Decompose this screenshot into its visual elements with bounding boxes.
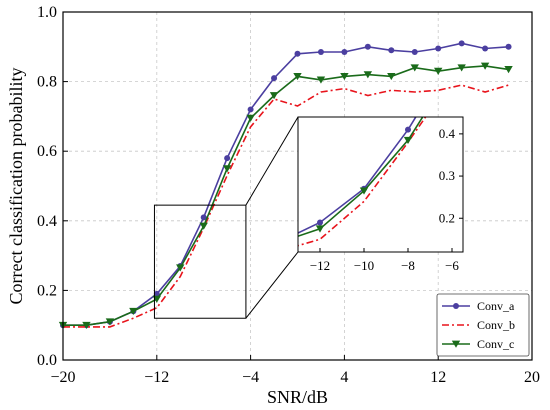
inset-y-tick-label: 0.4 [439, 126, 456, 141]
y-tick-label: 0.4 [37, 213, 57, 230]
main-plot-area: −20 −12 −4 4 12 20 0.0 0.2 0.4 0.6 0.8 1.0 [37, 4, 540, 386]
conv-c-point [199, 222, 208, 230]
conv-c-point [410, 64, 419, 72]
conv-c-point [480, 62, 490, 70]
series-conv-b [63, 84, 509, 328]
conv-c-point [176, 264, 185, 272]
legend-label-conv-c: Conv_c [477, 337, 514, 351]
inset-x-tick-label: −12 [310, 258, 330, 273]
conv-c-point [82, 321, 91, 329]
x-tick-label: 4 [340, 369, 348, 386]
x-axis-title: SNR/dB [267, 387, 328, 407]
conv-c-point [246, 114, 255, 122]
conv-a-point [224, 155, 231, 162]
x-tick-label: −12 [144, 369, 169, 386]
y-tick-label: 0.0 [37, 352, 57, 369]
legend-conv-a-point [453, 303, 459, 309]
inset-frame [297, 116, 464, 253]
conv-c-point [434, 67, 443, 75]
y-tick-label: 1.0 [37, 4, 57, 21]
x-tick-label: 12 [430, 369, 446, 386]
inset-series-conv-c [298, 117, 424, 238]
y-tick-label: 0.2 [37, 282, 57, 299]
inset-conv-a-point [317, 219, 323, 226]
inset-y-tick-label: 0.2 [439, 210, 455, 225]
zoom-connector [245, 116, 299, 206]
conv-a-point [388, 47, 395, 54]
inset-conv-c-point [315, 225, 325, 233]
conv-a-point [153, 290, 160, 297]
inset-plot-area: −12 −10 −8 −6 0.2 0.3 0.4 [297, 55, 464, 273]
inset-conv-c-point [359, 187, 369, 195]
conv-c-point [293, 73, 302, 81]
conv-a-point [341, 49, 348, 56]
y-tick-label: 0.8 [37, 74, 57, 91]
series-line-conv-b [63, 84, 509, 328]
conv-c-point [504, 66, 513, 74]
conv-a-point [247, 106, 254, 113]
x-tick-label: −20 [50, 369, 75, 386]
conv-c-point [152, 295, 161, 303]
conv-a-point [482, 45, 489, 52]
zoom-connector [245, 251, 299, 319]
legend-box [436, 293, 530, 357]
x-tick-label: −4 [242, 369, 259, 386]
conv-c-point [129, 307, 138, 316]
conv-a-point [271, 75, 278, 82]
inset-x-tick-label: −8 [401, 258, 415, 273]
inset-conv-a-point [449, 55, 455, 61]
legend-label-conv-b: Conv_b [477, 318, 515, 332]
conv-c-point [387, 73, 396, 81]
inset-conv-a-point [405, 126, 411, 133]
inset-y-tick-label: 0.3 [439, 168, 455, 183]
conv-c-point [105, 318, 115, 326]
legend-item-conv-a: Conv_a [442, 299, 515, 313]
inset-series-group [298, 55, 455, 247]
conv-a-point [317, 49, 324, 56]
series-conv-c [58, 62, 513, 329]
inset-background [298, 117, 463, 252]
conv-c-point [363, 71, 373, 79]
conv-c-point [316, 76, 326, 84]
conv-a-point [435, 45, 442, 52]
inset-conv-c-point [403, 136, 413, 144]
y-tick-label: 0.6 [37, 143, 57, 160]
conv-a-point [505, 43, 512, 50]
plot-frame [62, 11, 533, 361]
conv-c-point [222, 165, 232, 173]
conv-c-point [269, 92, 279, 100]
conv-a-point [458, 40, 465, 47]
legend-item-conv-b: Conv_b [442, 318, 515, 332]
series-line-conv-c [63, 65, 509, 327]
inset-x-tick-label: −10 [354, 258, 374, 273]
conv-c-point [457, 64, 466, 72]
legend: Conv_a Conv_b Conv_c [436, 293, 530, 357]
conv-a-point [200, 214, 207, 221]
y-axis-title: Correct classification probability [6, 68, 26, 305]
legend-item-conv-c: Conv_c [442, 337, 514, 351]
x-tick-label: 20 [524, 369, 540, 386]
conv-c-point [340, 73, 349, 81]
inset-x-tick-label: −6 [445, 258, 459, 273]
legend-conv-c-point [451, 340, 461, 348]
zoom-region-box [153, 204, 247, 319]
conv-a-point [294, 50, 301, 57]
legend-label-conv-a: Conv_a [477, 299, 515, 313]
conv-a-point [411, 49, 418, 56]
conv-a-point [364, 43, 371, 50]
